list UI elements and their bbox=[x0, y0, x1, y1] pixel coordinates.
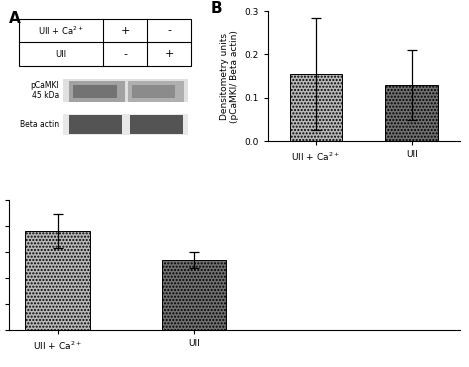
Bar bbox=[63, 79, 188, 102]
Text: B: B bbox=[211, 1, 222, 15]
Bar bbox=[69, 115, 121, 134]
Bar bbox=[69, 81, 125, 102]
Text: UII: UII bbox=[55, 50, 67, 58]
Bar bbox=[289, 74, 342, 141]
Bar bbox=[128, 81, 184, 102]
Text: UII + Ca$^{2+}$: UII + Ca$^{2+}$ bbox=[38, 24, 84, 37]
Text: Beta actin: Beta actin bbox=[20, 120, 59, 129]
Bar bbox=[131, 85, 175, 98]
Text: -: - bbox=[123, 49, 127, 59]
Bar bbox=[25, 231, 90, 330]
Text: +: + bbox=[121, 26, 130, 36]
Text: -: - bbox=[167, 26, 171, 36]
Bar bbox=[386, 85, 438, 141]
Bar bbox=[19, 19, 191, 66]
Bar bbox=[73, 85, 117, 98]
Text: +: + bbox=[165, 49, 174, 59]
Bar bbox=[130, 115, 182, 134]
Text: A: A bbox=[9, 11, 21, 26]
Text: pCaMKI
45 kDa: pCaMKI 45 kDa bbox=[30, 81, 59, 100]
Y-axis label: Densitometry units
(pCaMKI/ Beta actin): Densitometry units (pCaMKI/ Beta actin) bbox=[219, 30, 239, 123]
Bar bbox=[162, 260, 227, 330]
Bar bbox=[63, 114, 188, 135]
